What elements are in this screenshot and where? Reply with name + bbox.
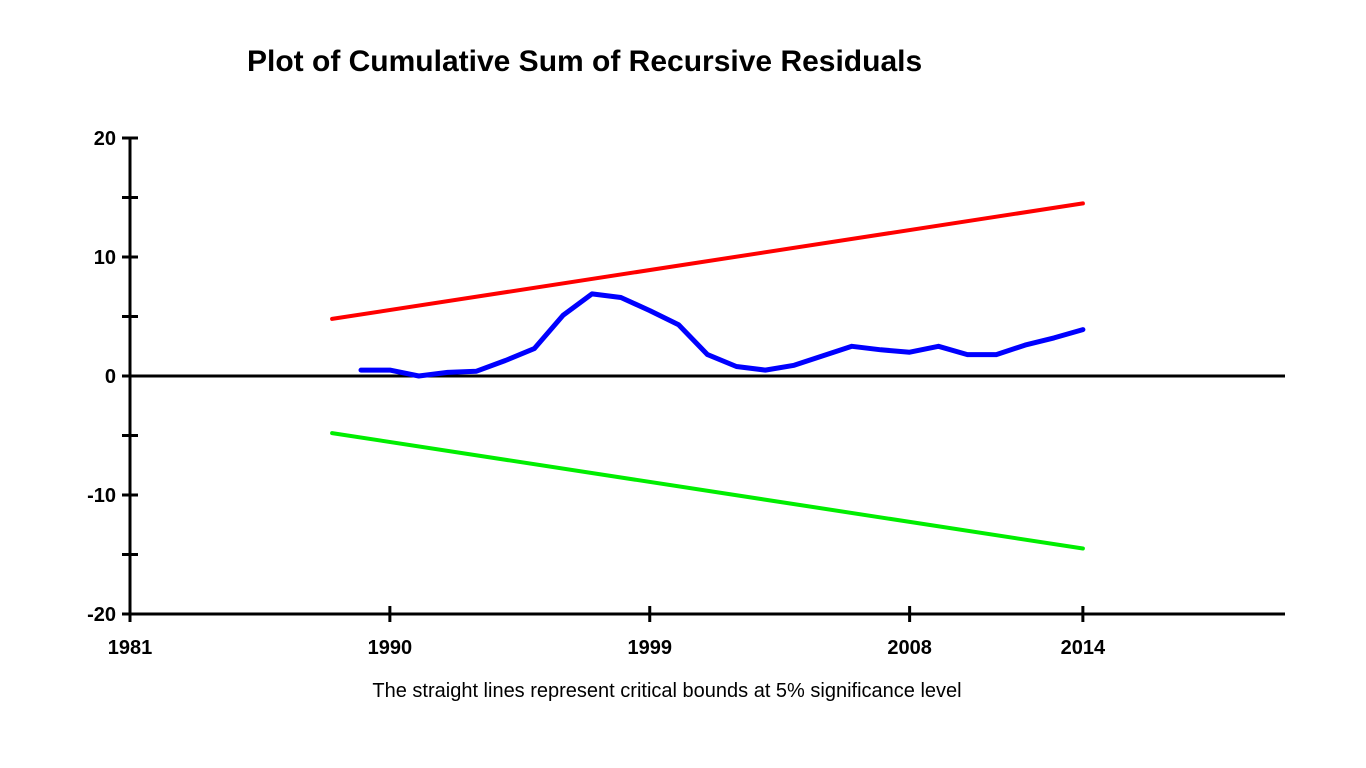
chart-title: Plot of Cumulative Sum of Recursive Resi… [247, 45, 922, 78]
series-layer [330, 201, 1086, 551]
y-tick-label: -10 [87, 485, 116, 507]
y-tick-label: 0 [105, 366, 116, 388]
y-tick-label: 10 [94, 247, 116, 269]
upper-bound-line [330, 201, 1085, 321]
x-tick-label: 2014 [1061, 637, 1106, 659]
chart-note: The straight lines represent critical bo… [372, 680, 961, 702]
cusum-line [358, 291, 1086, 379]
y-tick-label: 20 [94, 128, 116, 150]
x-tick-label: 1981 [108, 637, 153, 659]
lower-bound-line [330, 431, 1085, 551]
axes: -20 -10 0 10 20 1981 1990 1999 2008 2014 [87, 128, 1285, 659]
x-tick-label: 2008 [887, 637, 932, 659]
x-tick-label: 1990 [368, 637, 413, 659]
y-tick-label: -20 [87, 604, 116, 626]
x-tick-label: 1999 [628, 637, 673, 659]
